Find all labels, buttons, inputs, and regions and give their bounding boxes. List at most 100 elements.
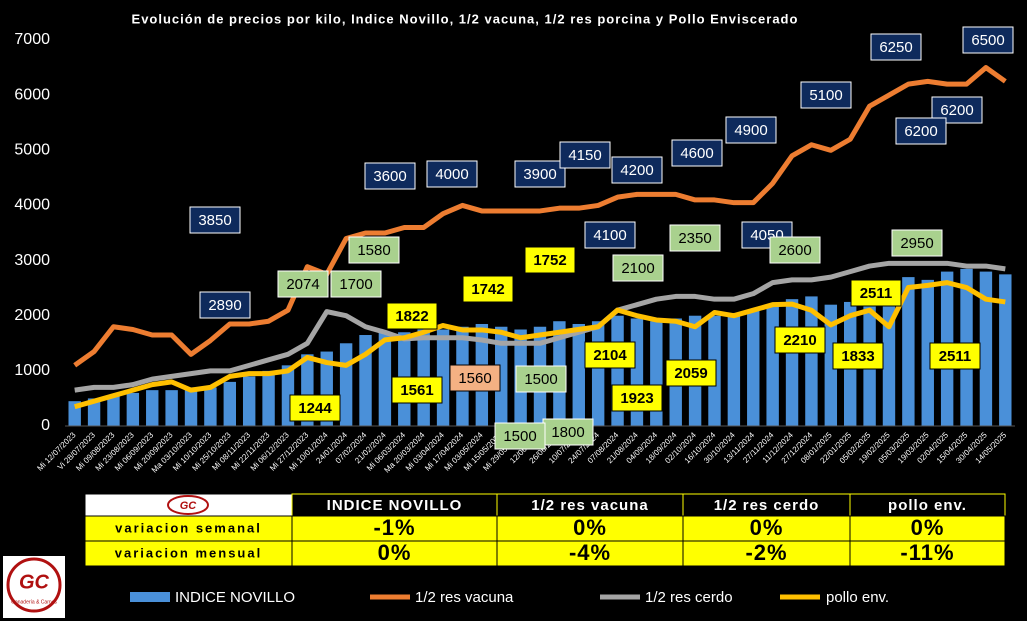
bar bbox=[204, 387, 217, 426]
table-value: 0% bbox=[750, 515, 784, 540]
logo: GC Ganadería & Carnes bbox=[3, 556, 65, 618]
bar bbox=[339, 343, 353, 426]
table-cell bbox=[849, 540, 1006, 567]
annotation: 1561 bbox=[400, 382, 433, 399]
bar bbox=[785, 299, 799, 426]
annotation: 2511 bbox=[939, 348, 972, 365]
annotation-box bbox=[426, 160, 478, 188]
table-value: 0% bbox=[911, 515, 945, 540]
table-cell bbox=[849, 515, 1006, 542]
bar bbox=[378, 332, 392, 426]
annotation-box bbox=[494, 422, 546, 450]
annotation-box bbox=[611, 384, 663, 412]
annotation: 2074 bbox=[286, 276, 319, 293]
annotation-box bbox=[870, 33, 922, 61]
annotation: 2950 bbox=[900, 235, 933, 252]
annotation: 1700 bbox=[339, 276, 372, 293]
annotation: 1752 bbox=[533, 252, 566, 269]
annotation-box bbox=[665, 359, 717, 387]
table-header: 1/2 res cerdo bbox=[714, 497, 820, 514]
annotation-box bbox=[514, 160, 566, 188]
table-logo-ring bbox=[167, 495, 209, 515]
annotation: 2350 bbox=[678, 230, 711, 247]
bar bbox=[87, 398, 101, 426]
annotation-box bbox=[891, 229, 943, 257]
annotation: 1822 bbox=[395, 308, 428, 325]
annotation: 4100 bbox=[593, 227, 626, 244]
bar bbox=[495, 326, 508, 426]
table-header: pollo env. bbox=[888, 497, 967, 514]
bar bbox=[979, 271, 993, 426]
annotation: 4900 bbox=[734, 122, 767, 139]
bar bbox=[902, 277, 915, 426]
bar bbox=[572, 323, 585, 426]
annotation-box bbox=[769, 236, 821, 264]
annotation: 1923 bbox=[620, 390, 653, 407]
annotation: 1244 bbox=[298, 400, 332, 417]
annotation-box bbox=[348, 236, 400, 264]
annotation-box bbox=[542, 418, 594, 446]
annotation: 2600 bbox=[778, 242, 811, 259]
table-row-label: variacion semanal bbox=[115, 520, 262, 535]
annotation-box bbox=[929, 342, 981, 370]
y-tick-label: 6000 bbox=[14, 86, 50, 103]
table-cell bbox=[682, 515, 851, 542]
bar bbox=[824, 304, 838, 426]
annotation-box bbox=[386, 302, 438, 330]
bar bbox=[223, 381, 236, 426]
annotation: 2210 bbox=[783, 332, 816, 349]
y-tick-label: 3000 bbox=[14, 252, 50, 269]
bar bbox=[747, 310, 760, 426]
annotation-box bbox=[515, 365, 567, 393]
annotation-box bbox=[800, 81, 852, 109]
table-value: 0% bbox=[378, 540, 412, 565]
annotation: 1560 bbox=[458, 370, 491, 387]
line bbox=[74, 260, 1006, 393]
bar bbox=[184, 387, 198, 426]
table-value: -1% bbox=[373, 515, 415, 540]
bar bbox=[766, 304, 779, 426]
annotation: 2104 bbox=[593, 347, 627, 364]
annotation: 1833 bbox=[841, 348, 874, 365]
logo-subtitle: Ganadería & Carnes bbox=[11, 599, 57, 605]
annotation: 6200 bbox=[904, 123, 937, 140]
annotation-box bbox=[671, 139, 723, 167]
annotation: 4150 bbox=[568, 147, 601, 164]
annotation: 3850 bbox=[198, 212, 231, 229]
table-cell bbox=[682, 540, 851, 567]
legend-label: 1/2 res vacuna bbox=[415, 589, 514, 606]
bar bbox=[262, 370, 275, 426]
table-cell bbox=[496, 515, 684, 542]
bar bbox=[242, 376, 256, 426]
annotation-box bbox=[774, 326, 826, 354]
annotation: 6200 bbox=[940, 102, 973, 119]
bar bbox=[126, 392, 140, 426]
bar bbox=[921, 279, 934, 426]
annotation-box bbox=[289, 394, 341, 422]
table-header: 1/2 res vacuna bbox=[531, 497, 648, 514]
y-tick-label: 1000 bbox=[14, 362, 50, 379]
annotation-box bbox=[850, 279, 902, 307]
legend-swatch bbox=[130, 592, 170, 602]
annotation-box bbox=[391, 376, 443, 404]
table-value: -4% bbox=[569, 540, 611, 565]
annotation-box bbox=[584, 221, 636, 249]
annotation-box bbox=[725, 116, 777, 144]
annotation-box bbox=[962, 26, 1014, 54]
annotation: 1500 bbox=[524, 371, 557, 388]
table-value: 0% bbox=[573, 515, 607, 540]
table-cell bbox=[84, 540, 293, 567]
table-row-label: variacion mensual bbox=[115, 545, 262, 560]
annotation: 4000 bbox=[435, 166, 468, 183]
logo-ring bbox=[6, 557, 62, 613]
annotation: 2100 bbox=[621, 260, 654, 277]
y-tick-label: 5000 bbox=[14, 142, 50, 159]
annotation: 1500 bbox=[503, 428, 536, 445]
annotation: 4200 bbox=[620, 162, 653, 179]
table-value: -11% bbox=[900, 540, 954, 565]
table-cell bbox=[291, 540, 498, 567]
annotation-box bbox=[449, 364, 501, 392]
annotation: 1580 bbox=[357, 242, 390, 259]
bar bbox=[882, 288, 896, 426]
